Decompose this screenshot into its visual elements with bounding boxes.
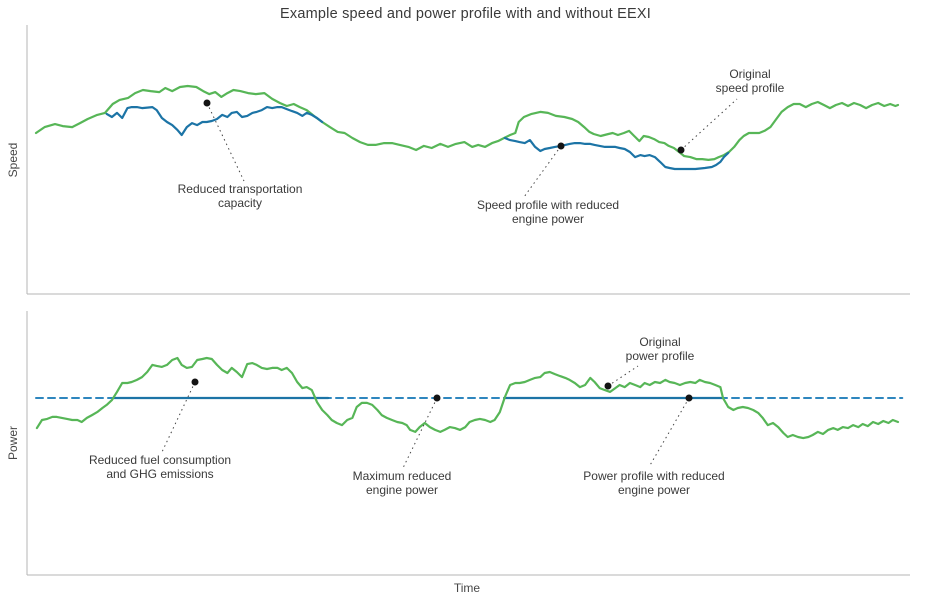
annotation-line: Maximum reduced (352, 469, 452, 483)
original-speed-profile-line (34, 84, 900, 161)
speed-profile-with-reduced-engine-power-line-segment-2 (503, 136, 730, 171)
annotation-power-profile-with-reduced-engine-power: Power profile with reduced engine power (544, 469, 764, 497)
annotation-line: and GHG emissions (106, 466, 214, 481)
annotation-line: engine power (511, 211, 585, 226)
annotation-line: Power profile with reduced (583, 469, 725, 483)
annotation-original-speed-profile: Original speed profile (640, 67, 860, 95)
original_power-leader-line (607, 365, 639, 387)
reduced_fuel-leader-line (161, 381, 196, 453)
annotation-line: power profile (625, 348, 695, 363)
annotation-reduced-fuel-consumption-and-ghg-emissions: Reduced fuel consumption and GHG emissio… (50, 453, 270, 481)
annotation-speed-profile-with-reduced-engine-power: Speed profile with reduced engine power (438, 198, 658, 226)
speed-profile-with-reduced-engine-power-line-segment-1 (105, 105, 324, 137)
annotation-line: engine power (365, 482, 439, 497)
annotation-line: Speed profile with reduced (476, 198, 620, 212)
speed_profile_reduced-marker-dot (557, 142, 565, 150)
annotation-maximum-reduced-engine-power: Maximum reduced engine power (292, 469, 512, 497)
reduced_transportation-marker-dot (203, 99, 211, 107)
annotation-line: Reduced fuel consumption (88, 453, 232, 467)
annotation-line: speed profile (715, 80, 785, 95)
annotation-line: Original (639, 335, 681, 349)
time-axis-label: Time (453, 581, 481, 595)
original_power-marker-dot (604, 382, 612, 390)
annotation-line: Original (729, 67, 771, 81)
original_speed-leader-line (680, 98, 738, 151)
original_speed-marker-dot (677, 146, 685, 154)
power_profile_reduced-leader-line (648, 397, 690, 468)
power_profile_reduced-marker-dot (685, 394, 693, 402)
annotation-line: capacity (217, 195, 263, 210)
annotation-original-power-profile: Original power profile (550, 335, 770, 363)
maximum_reduced-leader-line (402, 397, 438, 469)
reduced_fuel-marker-dot (191, 378, 199, 386)
maximum_reduced-marker-dot (433, 394, 441, 402)
annotation-line: Reduced transportation (177, 182, 303, 196)
power-axis-label: Power (6, 426, 20, 461)
speed_profile_reduced-leader-line (523, 145, 562, 198)
speed-axis-label: Speed (6, 142, 20, 178)
chart-title: Example speed and power profile with and… (280, 6, 651, 22)
annotation-line: engine power (617, 482, 691, 497)
annotation-reduced-transportation-capacity: Reduced transportation capacity (130, 182, 350, 210)
original-power-profile-line (35, 356, 900, 440)
